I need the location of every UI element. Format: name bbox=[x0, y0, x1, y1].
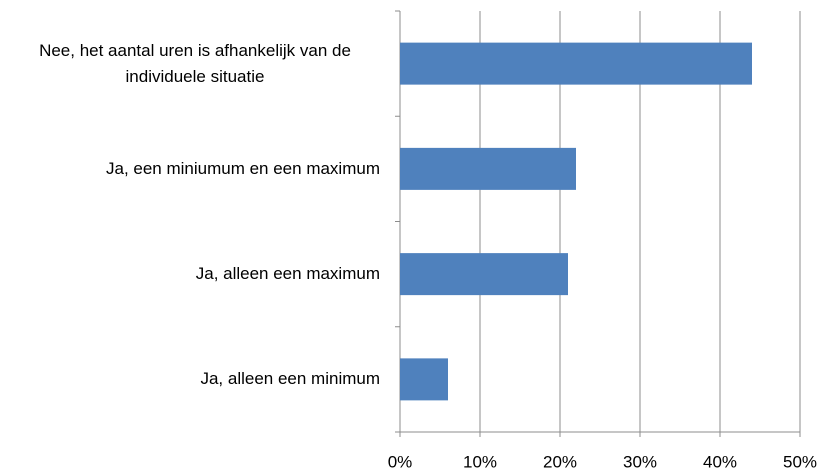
bar bbox=[400, 147, 576, 190]
y-tick-label: Ja, alleen een minimum bbox=[200, 369, 380, 389]
y-tick-label: Ja, een miniumum en een maximum bbox=[105, 158, 380, 178]
x-tick-label: 50% bbox=[783, 452, 817, 471]
bar bbox=[400, 358, 448, 401]
y-tick-label: Ja, alleen een maximum bbox=[195, 264, 380, 284]
x-tick-label: 30% bbox=[623, 452, 657, 471]
x-tick-label: 20% bbox=[543, 452, 577, 471]
x-tick-label: 10% bbox=[463, 452, 497, 471]
x-tick-label: 40% bbox=[703, 452, 737, 471]
x-tick-label: 0% bbox=[388, 452, 413, 471]
bar bbox=[400, 42, 752, 85]
bar bbox=[400, 253, 568, 296]
y-tick-label: Nee, het aantal uren is afhankelijk van … bbox=[39, 40, 351, 86]
